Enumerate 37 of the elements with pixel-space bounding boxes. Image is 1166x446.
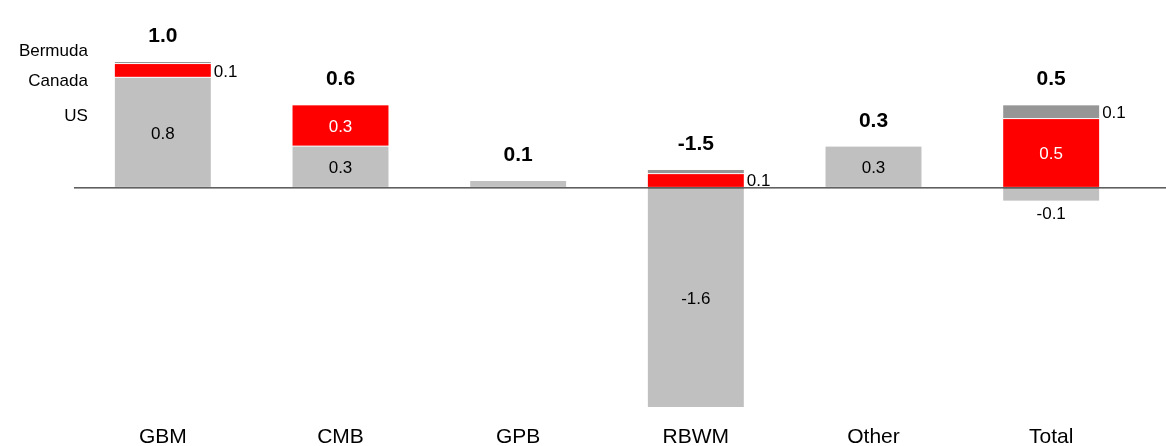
series-label: US [64, 105, 88, 125]
bar [470, 181, 567, 187]
bar [647, 170, 744, 174]
data-label: 0.3 [328, 158, 353, 178]
total-label: 0.3 [858, 107, 889, 131]
x-tick-label: Total [1028, 424, 1074, 446]
bar [1003, 105, 1100, 119]
total-label: 0.1 [503, 142, 534, 165]
bar [114, 64, 211, 77]
x-tick-label: GBM [138, 424, 187, 446]
total-label: 0.5 [1036, 66, 1067, 90]
bar [1003, 187, 1100, 201]
x-tick-label: Other [847, 424, 900, 446]
x-tick-label: CMB [317, 424, 364, 446]
data-label: -1.6 [681, 288, 711, 308]
data-label: 0.1 [213, 61, 238, 81]
data-label: 0.3 [861, 158, 886, 178]
data-label: 0.8 [151, 123, 175, 143]
data-label: 0.1 [1102, 103, 1126, 123]
bar [292, 105, 389, 146]
data-label: 0.1 [746, 170, 771, 190]
total-label: 0.6 [325, 66, 356, 90]
data-label: 0.3 [328, 116, 353, 136]
bar [647, 187, 744, 407]
series-label: Canada [28, 70, 89, 90]
bar [825, 146, 922, 187]
bar [647, 174, 744, 187]
bar [1003, 119, 1100, 187]
series-label: Bermuda [18, 40, 89, 60]
x-tick-label: RBWM [662, 424, 730, 446]
total-label: -1.5 [677, 131, 715, 154]
x-tick-label: GPB [495, 424, 541, 446]
data-label: 0.5 [1039, 144, 1063, 164]
total-label: 1.0 [148, 23, 178, 46]
bar [114, 77, 211, 187]
bar [292, 146, 389, 187]
data-label: -0.1 [1036, 203, 1066, 223]
